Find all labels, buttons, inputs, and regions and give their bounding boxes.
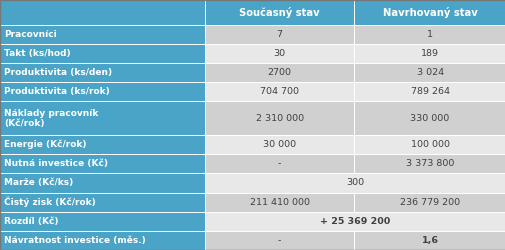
Bar xyxy=(205,44,354,63)
Text: + 25 369 200: + 25 369 200 xyxy=(320,217,390,226)
Text: Čistý zisk (Kč/rok): Čistý zisk (Kč/rok) xyxy=(4,197,95,207)
Text: -: - xyxy=(277,236,281,245)
Bar xyxy=(0,25,205,44)
Text: 3 373 800: 3 373 800 xyxy=(405,159,453,168)
Bar xyxy=(205,192,354,212)
Bar xyxy=(0,0,205,25)
Bar xyxy=(0,212,205,231)
Bar xyxy=(205,25,354,44)
Text: 704 700: 704 700 xyxy=(260,87,298,96)
Text: Nutná investice (Kč): Nutná investice (Kč) xyxy=(4,159,108,168)
Text: Současný stav: Současný stav xyxy=(239,7,319,18)
Text: 100 000: 100 000 xyxy=(410,140,449,149)
Text: 1,6: 1,6 xyxy=(421,236,438,245)
Text: -: - xyxy=(277,159,281,168)
Bar xyxy=(205,174,505,193)
Text: Energie (Kč/rok): Energie (Kč/rok) xyxy=(4,140,86,149)
Bar xyxy=(354,0,505,25)
Text: 30: 30 xyxy=(273,49,285,58)
Bar xyxy=(205,231,354,250)
Bar xyxy=(354,231,505,250)
Bar xyxy=(205,63,354,82)
Text: 1: 1 xyxy=(426,30,432,39)
Bar xyxy=(205,0,354,25)
Text: Takt (ks/hod): Takt (ks/hod) xyxy=(4,49,71,58)
Text: 300: 300 xyxy=(346,178,364,188)
Bar xyxy=(205,135,354,154)
Bar xyxy=(205,82,354,101)
Bar xyxy=(0,174,205,193)
Text: 7: 7 xyxy=(276,30,282,39)
Text: 330 000: 330 000 xyxy=(410,114,449,123)
Bar xyxy=(354,192,505,212)
Text: 2 310 000: 2 310 000 xyxy=(255,114,303,123)
Text: Náklady pracovník
(Kč/rok): Náklady pracovník (Kč/rok) xyxy=(4,108,98,128)
Bar xyxy=(0,101,205,135)
Bar xyxy=(354,44,505,63)
Bar xyxy=(205,154,354,174)
Text: Marže (Kč/ks): Marže (Kč/ks) xyxy=(4,178,73,188)
Bar xyxy=(0,231,205,250)
Bar xyxy=(354,25,505,44)
Text: 3 024: 3 024 xyxy=(416,68,443,77)
Bar xyxy=(0,63,205,82)
Bar xyxy=(205,212,505,231)
Text: Navrhovaný stav: Navrhovaný stav xyxy=(382,7,477,18)
Bar xyxy=(354,154,505,174)
Bar xyxy=(205,101,354,135)
Bar xyxy=(0,82,205,101)
Bar xyxy=(354,82,505,101)
Bar xyxy=(354,63,505,82)
Text: Rozdíl (Kč): Rozdíl (Kč) xyxy=(4,217,59,226)
Text: 789 264: 789 264 xyxy=(410,87,449,96)
Text: 211 410 000: 211 410 000 xyxy=(249,198,309,207)
Text: Návratnost investice (měs.): Návratnost investice (měs.) xyxy=(4,236,145,245)
Text: Produktivita (ks/den): Produktivita (ks/den) xyxy=(4,68,112,77)
Text: Pracovníci: Pracovníci xyxy=(4,30,57,39)
Text: 30 000: 30 000 xyxy=(263,140,295,149)
Bar xyxy=(354,135,505,154)
Text: Produktivita (ks/rok): Produktivita (ks/rok) xyxy=(4,87,110,96)
Text: 236 779 200: 236 779 200 xyxy=(399,198,459,207)
Bar xyxy=(0,154,205,174)
Bar xyxy=(0,192,205,212)
Bar xyxy=(0,44,205,63)
Bar xyxy=(354,101,505,135)
Text: 189: 189 xyxy=(420,49,438,58)
Bar xyxy=(0,135,205,154)
Text: 2700: 2700 xyxy=(267,68,291,77)
